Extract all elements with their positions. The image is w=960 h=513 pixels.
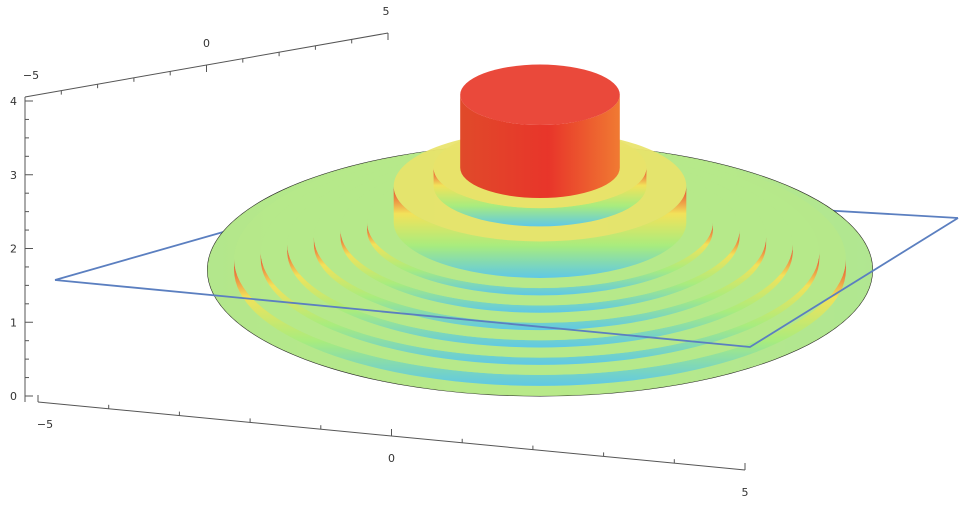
x-tick-label: 0 — [388, 452, 395, 465]
y-tick-label: −5 — [23, 69, 39, 82]
z-tick-label: 3 — [10, 169, 17, 182]
x-tick-label: 5 — [742, 486, 749, 499]
y-tick-label: 0 — [203, 37, 210, 50]
tick-labels: −5 0 5 −5 0 5 0 1 2 3 4 — [10, 5, 749, 499]
surface — [207, 64, 873, 397]
z-tick-label: 2 — [10, 243, 17, 256]
axes — [24, 32, 746, 471]
y-tick-label: 5 — [383, 5, 390, 18]
z-tick-label: 0 — [10, 390, 17, 403]
z-tick-label: 1 — [10, 316, 17, 329]
z-tick-label: 4 — [10, 95, 17, 108]
plane-front-edge — [54, 217, 959, 348]
ring-top — [460, 64, 620, 126]
plane-front — [54, 217, 959, 348]
x-tick-label: −5 — [37, 418, 53, 431]
ring-wall — [393, 186, 687, 278]
ring-wall — [460, 94, 620, 199]
ring-wall — [433, 167, 647, 227]
